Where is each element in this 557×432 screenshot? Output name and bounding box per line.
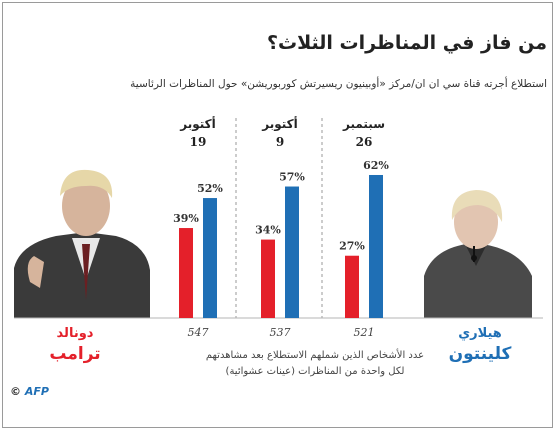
clinton-portrait [424, 190, 532, 318]
copyright-symbol: © [10, 385, 21, 398]
clinton-value-label: 52% [197, 182, 223, 195]
note-line-2: لكل واحدة من المناظرات (عينات عشوائية) [225, 366, 405, 377]
trump-value-label: 34% [255, 224, 281, 237]
clinton-bar [369, 174, 383, 318]
trump-value-label: 39% [173, 212, 199, 225]
category-month-label: أكتوبر [261, 116, 297, 132]
category-month-label: سبتمبر [342, 117, 385, 131]
note-line-1: عدد الأشخاص الذين شملهم الاستطلاع بعد مش… [205, 350, 425, 361]
trump-bar [179, 228, 193, 318]
trump-portrait [14, 169, 150, 318]
category-day-label: 19 [190, 135, 207, 149]
sample-size-label: 537 [270, 326, 291, 339]
clinton-bar [203, 198, 217, 318]
page-title: من فاز في المناظرات الثلاث؟ [266, 32, 547, 54]
clinton-last-name: كلينتون [448, 344, 512, 364]
category-month-label: أكتوبر [179, 116, 215, 132]
category-day-label: 9 [276, 135, 284, 149]
clinton-first-name: هيلاري [458, 326, 502, 341]
clinton-bar [285, 186, 299, 318]
trump-first-name: دونالد [56, 326, 94, 341]
afp-credit: © AFP [10, 385, 49, 398]
clinton-value-label: 57% [279, 171, 305, 184]
trump-bar [345, 255, 359, 318]
clinton-value-label: 62% [363, 159, 389, 172]
sample-size-note: عدد الأشخاص الذين شملهم الاستطلاع بعد مش… [150, 348, 480, 380]
trump-bar [261, 239, 275, 318]
trump-value-label: 27% [339, 240, 365, 253]
trump-last-name: ترامب [49, 344, 101, 364]
sample-size-label: 521 [354, 326, 375, 339]
subtitle: استطلاع أجرته قناة سي ان ان/مركز «أوبيني… [130, 78, 547, 90]
sample-size-label: 547 [188, 326, 209, 339]
afp-logo: AFP [24, 385, 49, 398]
category-day-label: 26 [356, 135, 373, 149]
